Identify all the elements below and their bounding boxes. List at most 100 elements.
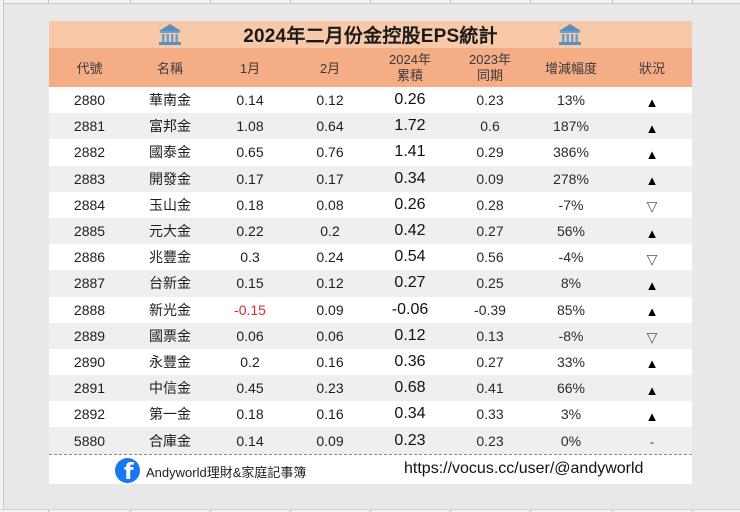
cell-same2023: -0.39 — [474, 301, 506, 318]
cell-change: 8% — [560, 275, 582, 292]
cell-same2023: 0.23 — [476, 432, 504, 449]
spreadsheet-row-gridlines — [0, 0, 4, 512]
table-row: 2883 開發金 0.17 0.17 0.34 0.09 278% ▲ — [49, 165, 692, 192]
header-feb: 2月 — [319, 61, 341, 76]
triangle-up-icon: ▲ — [645, 120, 659, 136]
triangle-up-icon: ▲ — [645, 408, 659, 424]
cell-name: 富邦金 — [149, 118, 191, 135]
cell-name: 兆豐金 — [149, 249, 191, 266]
cell-feb: 0.24 — [316, 249, 344, 266]
cell-feb: 0.64 — [316, 118, 344, 135]
cell-name: 永豐金 — [149, 353, 191, 370]
table-row: 2892 第一金 0.18 0.16 0.34 0.33 3% ▲ — [49, 401, 692, 428]
cell-name: 第一金 — [149, 406, 191, 423]
table-row: 2890 永豐金 0.2 0.16 0.36 0.27 33% ▲ — [49, 348, 692, 376]
cell-name: 元大金 — [149, 223, 191, 240]
cell-same2023: 0.29 — [476, 144, 504, 161]
cell-change: 33% — [556, 353, 586, 370]
header-code: 代號 — [76, 61, 103, 76]
cell-feb: 0.17 — [316, 170, 344, 187]
dash-icon: - — [650, 434, 654, 449]
cell-status: - — [612, 433, 692, 449]
cell-cum2024: 0.34 — [394, 405, 426, 423]
header-change: 增減幅度 — [544, 61, 597, 76]
eps-table-card: 2024年二月份金控股EPS統計 代號 名稱 1月 2月 2024年 累積 20… — [49, 21, 692, 484]
header-same-2023: 2023年 同期 — [450, 52, 530, 84]
cell-cum2024: -0.06 — [391, 300, 429, 318]
cell-status: ▲ — [612, 143, 692, 162]
cell-code: 5880 — [73, 432, 106, 449]
cell-code: 2890 — [73, 353, 106, 370]
cell-jan: 0.2 — [240, 353, 260, 370]
cell-change: 278% — [553, 170, 589, 187]
cell-code: 2880 — [73, 92, 106, 109]
cell-same2023: 0.13 — [476, 327, 504, 344]
cell-name: 合庫金 — [149, 432, 191, 449]
cell-cum2024: 0.26 — [394, 91, 426, 109]
cell-same2023: 0.09 — [476, 170, 504, 187]
cell-status: ▽ — [612, 194, 692, 215]
cell-feb: 0.12 — [316, 275, 344, 292]
cell-same2023: 0.41 — [476, 380, 504, 397]
table-row: 2881 富邦金 1.08 0.64 1.72 0.6 187% ▲ — [49, 113, 692, 140]
table-row: 5880 合庫金 0.14 0.09 0.23 0.23 0% - — [49, 427, 692, 454]
table-row: 2886 兆豐金 0.3 0.24 0.54 0.56 -4% ▽ — [49, 244, 692, 271]
cell-cum2024: 0.36 — [394, 352, 426, 370]
cell-cum2024: 0.42 — [394, 222, 426, 240]
cell-status: ▲ — [612, 222, 692, 241]
header-cum-2024-line1: 2024年 — [389, 51, 431, 67]
cell-cum2024: 1.41 — [394, 143, 426, 161]
cell-jan: 1.08 — [236, 118, 264, 135]
cell-status: ▽ — [612, 325, 692, 346]
cell-cum2024: 0.23 — [394, 431, 426, 449]
header-same-2023-line2: 同期 — [476, 67, 503, 83]
cell-jan: 0.65 — [236, 144, 264, 161]
cell-jan: 0.3 — [240, 249, 260, 266]
header-name: 名稱 — [156, 61, 183, 76]
cell-name: 台新金 — [149, 275, 191, 292]
header-jan: 1月 — [239, 61, 261, 76]
cell-feb: 0.08 — [316, 196, 344, 213]
cell-change: 386% — [553, 144, 589, 161]
table-body: 2880 華南金 0.14 0.12 0.26 0.23 13% ▲ 2881 富邦金 1.08 0.… — [49, 87, 692, 454]
cell-cum2024: 0.27 — [394, 274, 426, 292]
cell-feb: 0.12 — [316, 92, 344, 109]
cell-same2023: 0.6 — [480, 118, 500, 135]
cell-change: 13% — [556, 92, 586, 109]
cell-jan: 0.22 — [236, 223, 264, 240]
cell-status: ▲ — [612, 300, 692, 319]
header-status: 狀況 — [638, 61, 665, 76]
cell-same2023: 0.27 — [476, 353, 504, 370]
cell-change: -8% — [558, 327, 584, 344]
cell-code: 2888 — [73, 301, 106, 318]
cell-same2023: 0.23 — [476, 92, 504, 109]
bank-building-icon — [559, 24, 581, 45]
header-cum-2024-line2: 累積 — [396, 67, 423, 83]
cell-name: 華南金 — [149, 92, 191, 109]
table-row: 2885 元大金 0.22 0.2 0.42 0.27 56% ▲ — [49, 217, 692, 245]
cell-same2023: 0.56 — [476, 249, 504, 266]
table-row: 2889 國票金 0.06 0.06 0.12 0.13 -8% ▽ — [49, 322, 692, 349]
header-same-2023-line1: 2023年 — [469, 51, 511, 67]
cell-feb: 0.09 — [316, 301, 344, 318]
triangle-down-outline-icon: ▽ — [646, 329, 658, 346]
cell-jan: -0.15 — [234, 301, 266, 318]
cell-same2023: 0.27 — [476, 223, 504, 240]
cell-jan: 0.17 — [236, 170, 264, 187]
cell-jan: 0.06 — [236, 327, 264, 344]
cell-feb: 0.09 — [316, 432, 344, 449]
triangle-up-icon: ▲ — [645, 146, 659, 162]
spreadsheet-column-gridlines — [0, 0, 740, 4]
cell-jan: 0.18 — [236, 196, 264, 213]
cell-jan: 0.14 — [236, 432, 264, 449]
triangle-up-icon: ▲ — [645, 94, 659, 110]
cell-status: ▽ — [612, 247, 692, 268]
footer-url[interactable]: https://vocus.cc/user/@andyworld — [404, 459, 644, 477]
triangle-up-icon: ▲ — [645, 382, 659, 398]
cell-cum2024: 0.26 — [394, 195, 426, 213]
cell-name: 開發金 — [149, 170, 191, 187]
cell-feb: 0.06 — [316, 327, 344, 344]
cell-cum2024: 0.34 — [394, 169, 426, 187]
triangle-up-icon: ▲ — [645, 277, 659, 293]
table-row: 2884 玉山金 0.18 0.08 0.26 0.28 -7% ▽ — [49, 191, 692, 218]
